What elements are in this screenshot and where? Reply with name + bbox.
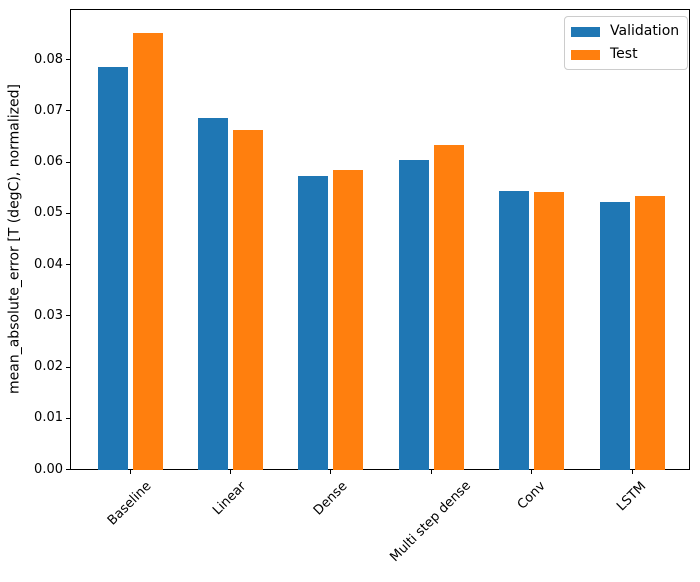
x-tick-mark bbox=[129, 470, 131, 474]
y-tick-mark bbox=[66, 315, 70, 317]
y-tick-mark bbox=[66, 212, 70, 214]
x-tick-label-lstm: LSTM bbox=[614, 479, 650, 515]
y-tick-label: 0.07 bbox=[34, 102, 63, 118]
y-tick-mark bbox=[66, 161, 70, 163]
bar-validation-dense bbox=[298, 176, 329, 470]
y-tick-mark bbox=[66, 264, 70, 266]
bar-test-linear bbox=[232, 130, 263, 470]
bar-test-multi-step-dense bbox=[433, 145, 464, 470]
x-tick-label-baseline: Baseline bbox=[104, 478, 155, 529]
y-tick-label: 0.06 bbox=[34, 154, 63, 170]
y-tick-mark bbox=[66, 417, 70, 419]
y-tick-label: 0.03 bbox=[34, 307, 63, 323]
x-tick-mark bbox=[531, 470, 533, 474]
y-tick-label: 0.05 bbox=[34, 205, 63, 221]
legend-label-validation: Validation bbox=[610, 23, 680, 39]
legend: Validation Test bbox=[564, 16, 688, 70]
y-tick-label: 0.00 bbox=[34, 461, 63, 477]
x-tick-label-conv: Conv bbox=[514, 478, 549, 513]
y-tick-mark bbox=[66, 469, 70, 470]
legend-item-validation: Validation bbox=[571, 24, 679, 39]
x-tick-label-linear: Linear bbox=[210, 478, 250, 518]
x-tick-mark bbox=[430, 470, 432, 474]
bar-test-conv bbox=[534, 192, 565, 470]
y-tick-label: 0.04 bbox=[34, 256, 63, 272]
bar-validation-conv bbox=[499, 190, 530, 470]
y-tick-label: 0.01 bbox=[34, 410, 63, 426]
y-tick-mark bbox=[66, 110, 70, 112]
bar-test-baseline bbox=[132, 33, 163, 470]
legend-label-test: Test bbox=[610, 46, 638, 62]
test-swatch bbox=[571, 49, 600, 60]
bar-validation-multi-step-dense bbox=[398, 160, 429, 470]
bar-validation-baseline bbox=[97, 67, 128, 470]
validation-swatch bbox=[571, 26, 600, 37]
y-tick-label: 0.08 bbox=[34, 51, 63, 67]
x-tick-label-multi-step-dense: Multi step dense bbox=[387, 478, 475, 566]
bar-test-lstm bbox=[634, 196, 665, 470]
x-tick-label-dense: Dense bbox=[310, 478, 351, 519]
plot-area bbox=[70, 9, 690, 470]
x-tick-mark bbox=[330, 470, 332, 474]
y-axis-label: mean_absolute_error [T (degC), normalize… bbox=[6, 84, 23, 394]
y-tick-mark bbox=[66, 59, 70, 61]
bar-validation-lstm bbox=[599, 201, 630, 470]
legend-item-test: Test bbox=[571, 47, 679, 62]
bar-validation-linear bbox=[197, 117, 228, 470]
x-tick-mark bbox=[229, 470, 231, 474]
bar-test-dense bbox=[333, 170, 364, 470]
y-tick-label: 0.02 bbox=[34, 359, 63, 375]
y-tick-mark bbox=[66, 366, 70, 368]
x-tick-mark bbox=[631, 470, 633, 474]
